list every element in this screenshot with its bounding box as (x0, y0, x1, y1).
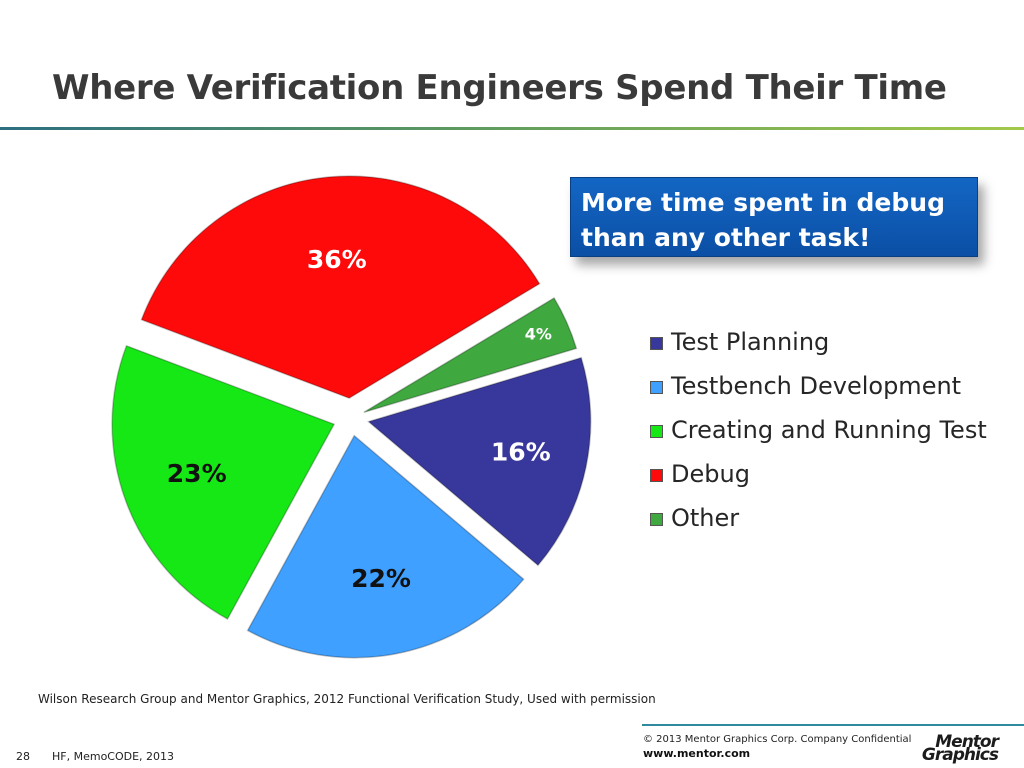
pie-slice-other (363, 296, 578, 414)
pie-slice-debug (140, 175, 541, 399)
pie-label-testbench-development: 22% (351, 564, 411, 593)
event-label: HF, MemoCODE, 2013 (52, 750, 175, 763)
pie-labels: 4% 16% 22% 23% 36% (167, 245, 552, 593)
footer-divider (642, 724, 1024, 726)
pie-slices (111, 175, 592, 659)
legend-label-testbench-development: Testbench Development (671, 372, 962, 400)
logo-line-1: Mentor (935, 732, 999, 752)
legend-label-creating-running-test: Creating and Running Test (671, 416, 987, 444)
pie-slice-testbench-development (246, 434, 525, 659)
slide-title: Where Verification Engineers Spend Their… (52, 68, 947, 108)
legend-swatch-testbench-development (650, 381, 663, 394)
website-url: www.mentor.com (643, 747, 751, 760)
pie-label-test-planning: 16% (491, 437, 551, 466)
pie-label-other: 4% (525, 325, 552, 344)
callout-box: More time spent in debug than any other … (570, 177, 978, 257)
copyright-notice: © 2013 Mentor Graphics Corp. Company Con… (643, 734, 912, 745)
page-number: 28 (16, 750, 30, 763)
legend-label-other: Other (671, 504, 740, 532)
pie-slice-test-planning (367, 356, 592, 567)
pie-label-creating-and-running-test: 23% (167, 459, 227, 488)
source-citation: Wilson Research Group and Mentor Graphic… (38, 692, 656, 706)
mentor-graphics-logo: Mentor Graphics (916, 732, 999, 765)
pie-label-debug: 36% (307, 245, 367, 274)
title-divider (0, 127, 1024, 130)
legend-swatch-debug (650, 469, 663, 482)
legend-label-test-planning: Test Planning (671, 328, 830, 356)
legend-swatch-creating-running-test (650, 425, 663, 438)
legend-swatch-test-planning (650, 337, 663, 350)
legend-label-debug: Debug (671, 460, 750, 488)
logo-line-2: Graphics (921, 745, 999, 765)
legend-swatch-other (650, 513, 663, 526)
pie-slice-creating-and-running-test (111, 344, 336, 620)
